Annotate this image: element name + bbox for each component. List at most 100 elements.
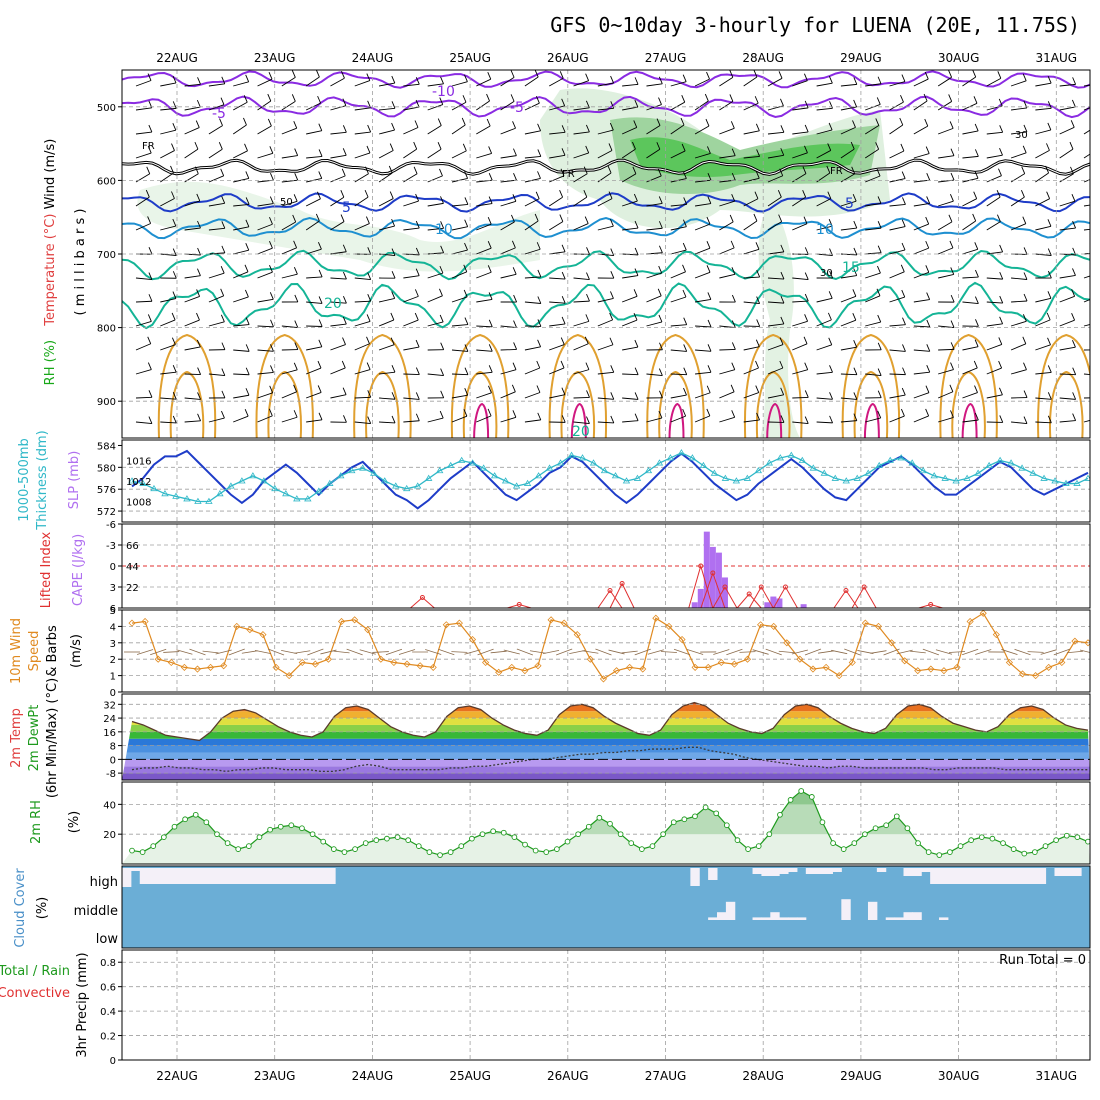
wind-barb <box>840 126 856 135</box>
surface-wind-barb <box>189 648 206 656</box>
wind-barb-flag <box>244 264 249 273</box>
wind-barb-flag <box>706 71 710 80</box>
wind-barb-flag <box>827 143 832 151</box>
cloud-high-clear <box>814 868 825 874</box>
wind-barb <box>597 371 614 375</box>
top-date-labels: 22AUG 23AUG 24AUG 25AUG 26AUG 27AUG 28AUG 29AUG… <box>156 51 1077 65</box>
wind-barb-flag <box>511 384 516 392</box>
date-label-bottom-25AUG: 25AUG <box>449 1069 491 1083</box>
contour-loop-magenta <box>961 402 978 438</box>
wind-barb-flag <box>754 191 759 199</box>
li-marker <box>419 595 425 600</box>
wind-marker <box>141 617 149 626</box>
wind-barb <box>451 394 468 399</box>
slp-marker <box>732 477 741 484</box>
wind-barb <box>476 325 493 328</box>
slp-marker <box>776 454 785 461</box>
wind-barb <box>1083 253 1090 255</box>
wind-barb-flag <box>318 269 323 278</box>
rh-marker <box>458 843 465 849</box>
date-label-top-29AUG: 29AUG <box>840 51 882 65</box>
wind-barb <box>403 373 420 376</box>
wind-barb <box>938 348 955 351</box>
wind-barb-flag <box>901 219 906 227</box>
wind-barb-flag <box>440 221 445 229</box>
cloud-high-clear <box>201 868 212 884</box>
wind-barb-flag <box>536 385 541 393</box>
wind-barb <box>743 76 758 87</box>
wind-barb-flag <box>609 219 614 227</box>
wind-barb <box>865 321 881 327</box>
wind-barb-flag <box>488 196 493 204</box>
cloud-middle-clear <box>796 917 807 920</box>
contour-label-20b: 20 <box>572 424 590 440</box>
wind-barb-flag <box>780 125 785 133</box>
wind-barb <box>184 200 200 207</box>
rh-marker <box>267 826 273 833</box>
wind-barb-flag <box>585 145 590 154</box>
wind-barb <box>476 203 493 207</box>
wind-barb-flag <box>779 168 784 176</box>
wind-barb-flag <box>147 362 152 370</box>
wind-marker <box>508 663 516 671</box>
wind-barb-flag <box>317 191 321 200</box>
wind-barb-flag <box>609 312 614 321</box>
wind-barb <box>257 371 274 375</box>
wind-barb-flag <box>1045 165 1050 174</box>
wind-barb <box>160 107 177 111</box>
slp-marker <box>677 449 686 456</box>
contour-loop-orange <box>841 333 901 438</box>
cloud-high-clear <box>690 868 700 886</box>
wind-barb-flag <box>755 123 760 132</box>
slp-marker <box>501 477 510 484</box>
wind-barb-flag <box>488 292 493 300</box>
wind-barb <box>184 127 200 135</box>
wind-barb-flag <box>561 387 566 395</box>
wind-barb <box>816 371 833 375</box>
wind-barb-flag <box>658 265 663 274</box>
temp-band <box>122 738 1090 746</box>
wind-barb-flag <box>974 412 979 421</box>
surface-wind-barb <box>202 650 219 654</box>
wind-barb <box>1011 421 1028 425</box>
cloud-high-clear <box>903 868 913 876</box>
slp-marker <box>798 456 807 463</box>
cloud-high-clear <box>157 868 167 884</box>
slp-marker <box>490 472 499 479</box>
contour-loop-orange <box>548 333 608 438</box>
cloud-high-clear <box>139 868 150 884</box>
wind-barb <box>1010 196 1025 207</box>
wind-barb <box>670 415 686 423</box>
wind-marker <box>429 663 437 671</box>
cloud-high-clear <box>281 868 292 884</box>
wind-barb <box>621 127 637 135</box>
wind-barb <box>1059 295 1075 303</box>
wind-barb-flag <box>1071 99 1076 108</box>
wind-barb <box>573 343 589 351</box>
wind-barb-flag <box>633 193 638 202</box>
wind-barb <box>840 106 857 111</box>
wind-marker <box>442 621 450 629</box>
wind-marker <box>272 663 280 671</box>
wind-barb <box>792 320 808 327</box>
contour-loop-magenta <box>863 402 880 438</box>
cloud-high-clear <box>175 868 185 884</box>
wind-barb <box>524 177 541 183</box>
ytick-label: 16 <box>103 728 116 739</box>
wind-marker <box>403 660 411 668</box>
wind-barb <box>500 127 516 135</box>
wind-barb-flag <box>464 74 468 82</box>
wind-barb-flag <box>510 94 515 102</box>
wind-marker <box>652 614 660 622</box>
wind-barb <box>913 325 930 328</box>
wind-marker <box>730 660 738 668</box>
wind-barb <box>451 81 468 87</box>
slp-marker <box>1062 479 1070 486</box>
wind-barb-flag <box>559 71 564 79</box>
wind-barb <box>451 150 467 159</box>
wind-barb <box>792 107 809 111</box>
wind-barb <box>670 81 687 87</box>
wind-barb-flag <box>440 390 445 399</box>
rh-marker <box>139 849 146 855</box>
li-ylabel: Lifted Index <box>39 531 54 608</box>
